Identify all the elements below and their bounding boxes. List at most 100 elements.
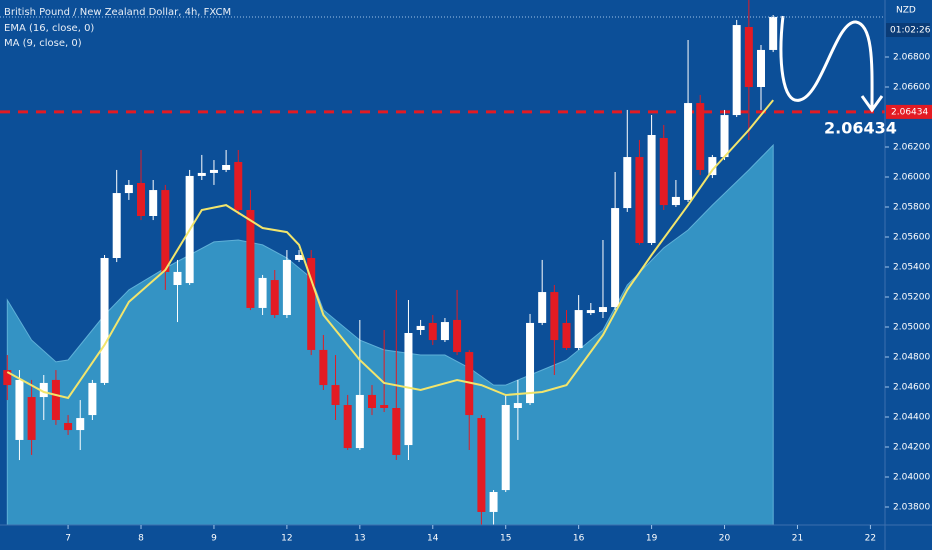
- candle-body: [331, 385, 340, 405]
- candle-body: [489, 492, 498, 512]
- candle-body: [295, 255, 304, 260]
- candle-body: [416, 325, 425, 330]
- plot-area: [0, 0, 885, 526]
- candle-body: [392, 408, 401, 455]
- candle-body: [197, 172, 206, 176]
- candle-body: [769, 16, 778, 50]
- candle-body: [501, 405, 510, 491]
- x-tick-label: 16: [573, 534, 585, 544]
- candle-body: [27, 397, 36, 440]
- candle-body: [124, 184, 133, 194]
- candle-body: [3, 370, 12, 386]
- candle-body: [562, 322, 571, 348]
- x-tick-label: 12: [281, 534, 292, 544]
- y-tick-label: 2.04800: [893, 353, 930, 363]
- legend-entry: EMA (16, close, 0): [4, 23, 94, 34]
- candle-body: [635, 157, 644, 243]
- candle-body: [270, 280, 279, 315]
- x-tick-label: 15: [500, 534, 511, 544]
- y-tick-label: 2.05200: [893, 293, 930, 303]
- candle-body: [684, 103, 693, 200]
- y-tick-label: 2.06800: [893, 53, 930, 63]
- candle-body: [526, 322, 535, 404]
- candle-body: [161, 190, 170, 272]
- x-tick-label: 14: [427, 534, 439, 544]
- candle-body: [659, 138, 668, 206]
- y-tick-label: 2.04400: [893, 413, 930, 423]
- candle-body: [380, 405, 389, 408]
- candle-body: [246, 210, 255, 308]
- candle-body: [696, 103, 705, 170]
- candle-body: [757, 49, 766, 87]
- y-tick-label: 2.03800: [893, 503, 930, 513]
- candle-body: [343, 405, 352, 449]
- candle-body: [234, 162, 243, 210]
- legend-entry: MA (9, close, 0): [4, 38, 82, 49]
- candle-body: [112, 193, 121, 258]
- y-tick-label: 2.04000: [893, 473, 930, 483]
- y-tick-label: 2.05800: [893, 203, 930, 213]
- y-tick-label: 2.06600: [893, 83, 930, 93]
- candle-body: [428, 322, 437, 341]
- candle-body: [720, 115, 729, 158]
- candle-body: [355, 394, 364, 449]
- y-tick-label: 2.04600: [893, 383, 930, 393]
- candle-body: [550, 292, 559, 341]
- candle-body: [513, 403, 522, 408]
- candle-body: [258, 277, 267, 308]
- candle-body: [586, 310, 595, 314]
- x-tick-label: 22: [865, 534, 876, 544]
- candle-body: [744, 27, 753, 87]
- level-label-box: [886, 104, 932, 119]
- candle-body: [440, 322, 449, 341]
- candle-body: [149, 190, 158, 216]
- candle-body: [574, 310, 583, 348]
- y-tick-label: 2.06000: [893, 173, 930, 183]
- level-annotation: 2.06434: [824, 118, 897, 137]
- y-tick-label: 2.06200: [893, 143, 930, 153]
- drawn-arrow: [779, 15, 874, 109]
- candle-body: [51, 379, 60, 420]
- candle-body: [76, 418, 85, 431]
- chart-title: British Pound / New Zealand Dollar, 4h, …: [4, 7, 231, 18]
- x-tick-label: 21: [792, 534, 803, 544]
- countdown-box: [886, 23, 930, 37]
- candle-body: [282, 259, 291, 315]
- candle-body: [88, 382, 97, 416]
- ma-area: [6, 143, 774, 526]
- currency-label: NZD: [896, 6, 916, 16]
- y-tick-label: 2.04200: [893, 443, 930, 453]
- level-label: 2.06434: [891, 107, 928, 117]
- candle-body: [538, 292, 547, 323]
- arrow-head: [860, 95, 884, 113]
- candle-body: [647, 135, 656, 243]
- candle-body: [598, 307, 607, 312]
- x-tick-label: 7: [65, 534, 71, 544]
- y-tick-label: 2.05600: [893, 233, 930, 243]
- x-tick-label: 9: [211, 534, 217, 544]
- candle-body: [708, 157, 717, 176]
- candle-body: [307, 258, 316, 350]
- candle-body: [477, 418, 486, 512]
- x-tick-label: 13: [354, 534, 365, 544]
- candle-body: [173, 271, 182, 285]
- y-tick-label: 2.05000: [893, 323, 930, 333]
- candle-body: [15, 379, 24, 440]
- candle-body: [222, 165, 231, 170]
- y-tick-label: 2.05400: [893, 263, 930, 273]
- candle-body: [623, 157, 632, 209]
- candle-body: [453, 319, 462, 353]
- candle-body: [100, 258, 109, 383]
- candle-body: [404, 333, 413, 446]
- countdown: 01:02:26: [890, 26, 931, 36]
- candle-body: [732, 25, 741, 116]
- candle-body: [319, 349, 328, 386]
- candle-body: [64, 423, 73, 431]
- candle-body: [671, 196, 680, 206]
- candle-body: [209, 169, 218, 173]
- candle-body: [39, 382, 48, 398]
- x-tick-label: 20: [719, 534, 731, 544]
- x-tick-label: 19: [646, 534, 658, 544]
- candle-body: [367, 394, 376, 408]
